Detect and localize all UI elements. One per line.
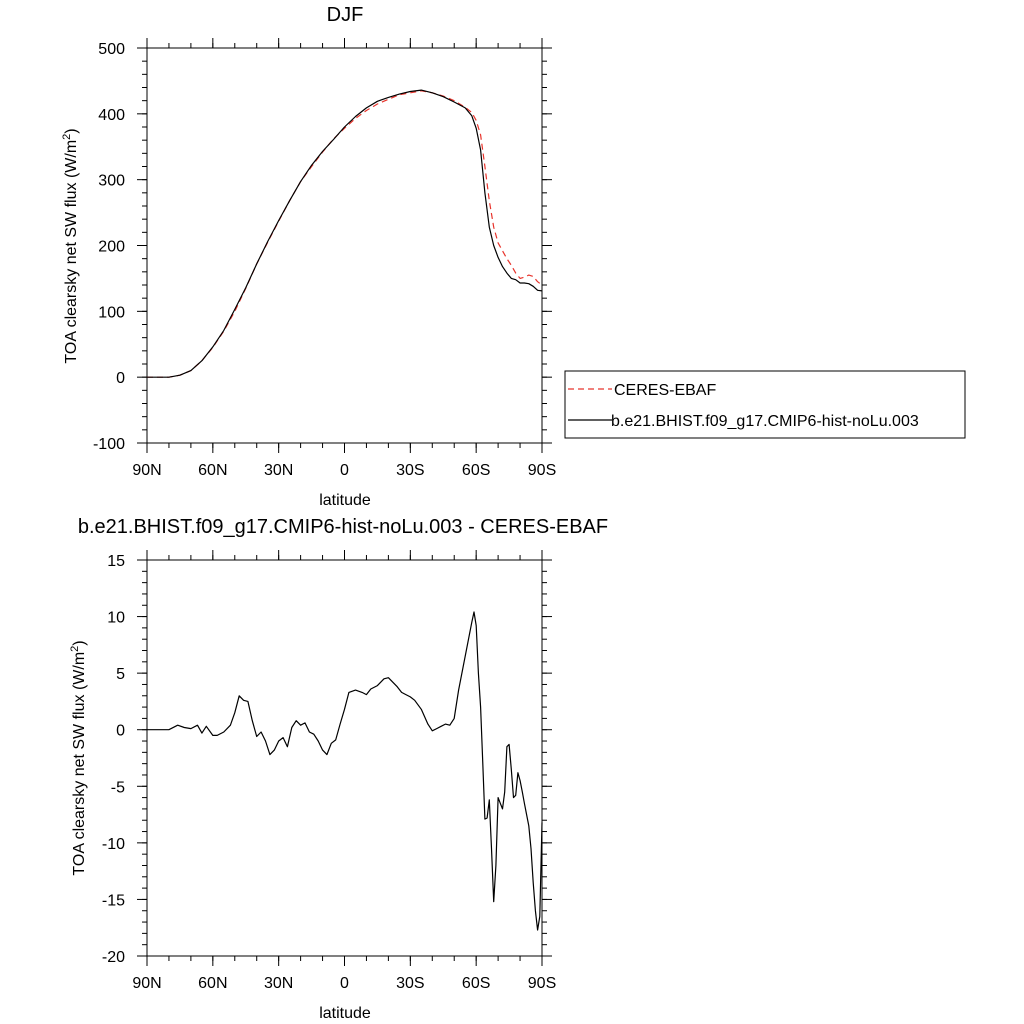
y-tick-label: -100: [93, 436, 125, 453]
y-tick-label: 200: [98, 239, 125, 256]
chart-top-plot-frame: [146, 47, 543, 444]
x-tick-label: 0: [340, 975, 349, 992]
x-tick-label: 30N: [264, 462, 293, 479]
y-tick-label: -10: [102, 836, 125, 853]
chart-top-y-tick-labels: -100 0 100 200 300 400 500: [93, 41, 125, 453]
x-tick-label: 60N: [198, 975, 227, 992]
chart-top-y-axis-label: TOA clearsky net SW flux (W/m2): [61, 128, 80, 363]
chart-top-title: DJF: [327, 4, 364, 26]
y-tick-label: 400: [98, 107, 125, 124]
y-tick-label: -20: [102, 949, 125, 966]
y-tick-label: -5: [111, 779, 125, 796]
chart-top-series: [147, 89, 543, 378]
chart-bottom-y-tick-labels: -20 -15 -10 -5 0 5 10 15: [102, 553, 125, 966]
x-tick-label: 60N: [198, 462, 227, 479]
chart-top-ticks: [137, 38, 552, 453]
legend-entry-model: b.e21.BHIST.f09_g17.CMIP6-hist-noLu.003: [611, 413, 919, 430]
chart-top-x-axis-label: latitude: [319, 492, 371, 509]
chart-bottom-ticks: [137, 550, 552, 966]
x-tick-label: 60S: [462, 462, 490, 479]
chart-bottom: b.e21.BHIST.f09_g17.CMIP6-hist-noLu.003 …: [69, 516, 608, 1022]
chart-bottom-series: [147, 611, 543, 931]
legend-entry-ceres: CERES-EBAF: [614, 382, 716, 399]
x-tick-label: 90S: [528, 462, 556, 479]
x-tick-label: 90N: [132, 462, 161, 479]
y-tick-label: -15: [102, 892, 125, 909]
chart-bottom-title: b.e21.BHIST.f09_g17.CMIP6-hist-noLu.003 …: [78, 516, 608, 538]
y-tick-label: 0: [116, 723, 125, 740]
chart-bottom-x-tick-labels: 90N 60N 30N 0 30S 60S 90S: [132, 975, 556, 992]
x-tick-label: 30N: [264, 975, 293, 992]
x-tick-label: 60S: [462, 975, 490, 992]
x-tick-label: 30S: [396, 462, 424, 479]
x-tick-label: 90N: [132, 975, 161, 992]
series-line-0: [147, 611, 543, 931]
y-tick-label: 10: [107, 610, 125, 627]
chart-top: DJF -100 0 100 200 300 400 500 90N 60N 3…: [61, 4, 966, 509]
series-line-1: [147, 89, 543, 378]
y-tick-label: 100: [98, 304, 125, 321]
chart-bottom-x-axis-label: latitude: [319, 1005, 371, 1022]
chart-bottom-y-axis-label: TOA clearsky net SW flux (W/m2): [69, 640, 88, 875]
y-tick-label: 500: [98, 41, 125, 58]
x-tick-label: 30S: [396, 975, 424, 992]
y-tick-label: 300: [98, 173, 125, 190]
x-tick-label: 0: [340, 462, 349, 479]
chart-top-legend: CERES-EBAF b.e21.BHIST.f09_g17.CMIP6-his…: [564, 370, 966, 439]
y-tick-label: 5: [116, 666, 125, 683]
y-tick-label: 0: [116, 370, 125, 387]
x-tick-label: 90S: [528, 975, 556, 992]
chart-top-x-tick-labels: 90N 60N 30N 0 30S 60S 90S: [132, 462, 556, 479]
series-line-0: [147, 90, 543, 378]
y-tick-label: 15: [107, 553, 125, 570]
legend-box: [564, 370, 966, 439]
